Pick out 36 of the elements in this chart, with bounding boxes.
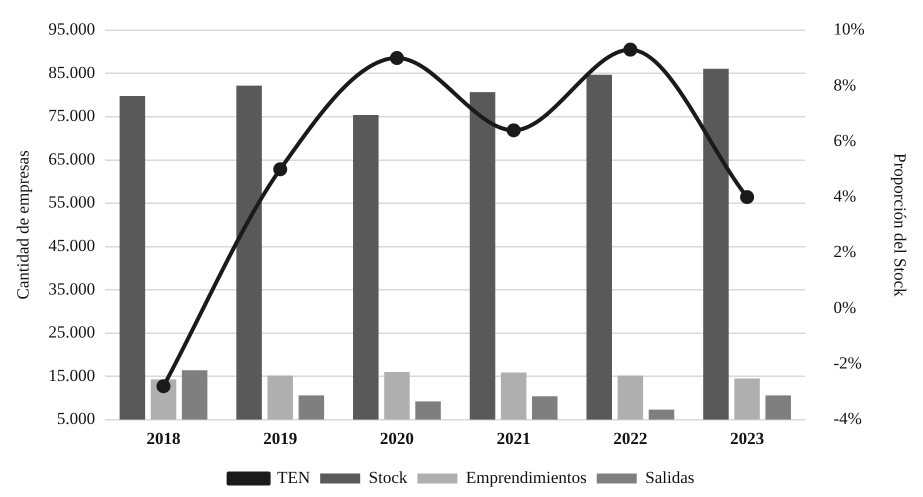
point — [740, 190, 754, 204]
y-tick-label: 45.000 — [48, 236, 96, 255]
y-tick-label: 25.000 — [48, 322, 96, 342]
y-tick-label: 75.000 — [48, 106, 96, 126]
x-tick-label: 2019 — [263, 429, 298, 448]
y-tick-label: 5.000 — [56, 409, 96, 428]
x-tick-label: 2018 — [146, 429, 181, 448]
point — [273, 162, 288, 176]
point — [156, 379, 171, 394]
x-tick-label: 2022 — [613, 429, 648, 448]
legend-label: Stock — [368, 468, 408, 487]
y-tick-label: 95.000 — [48, 20, 96, 39]
y-tick-label: 35.000 — [48, 279, 96, 298]
point — [506, 123, 521, 138]
y2-tick-label: 10% — [833, 20, 865, 39]
legend-label: TEN — [277, 468, 310, 487]
legend-label: Salidas — [645, 468, 694, 487]
point — [390, 51, 404, 66]
point — [623, 42, 638, 57]
y2-tick-label: 4% — [833, 186, 856, 206]
y2-tick-label: -4% — [833, 409, 862, 428]
y2-tick-label: -2% — [833, 353, 862, 372]
x-tick-label: 2021 — [496, 429, 531, 448]
y-tick-label: 55.000 — [48, 192, 96, 212]
y2-tick-label: 0% — [833, 298, 856, 317]
x-tick-label: 2023 — [730, 429, 764, 448]
y-tick-label: 15.000 — [48, 366, 96, 385]
y2-tick-label: 2% — [833, 242, 856, 262]
y-tick-label: 85.000 — [48, 62, 96, 82]
y-axis-title: Cantidad de empresas — [14, 150, 33, 300]
y2-tick-label: 8% — [833, 75, 856, 94]
x-tick-label: 2020 — [380, 429, 414, 448]
y2-axis-title: Proporción del Stock — [890, 153, 910, 298]
y-tick-label: 65.000 — [48, 149, 96, 168]
legend-label: Emprendimientos — [466, 468, 587, 487]
y2-tick-label: 6% — [833, 130, 856, 150]
